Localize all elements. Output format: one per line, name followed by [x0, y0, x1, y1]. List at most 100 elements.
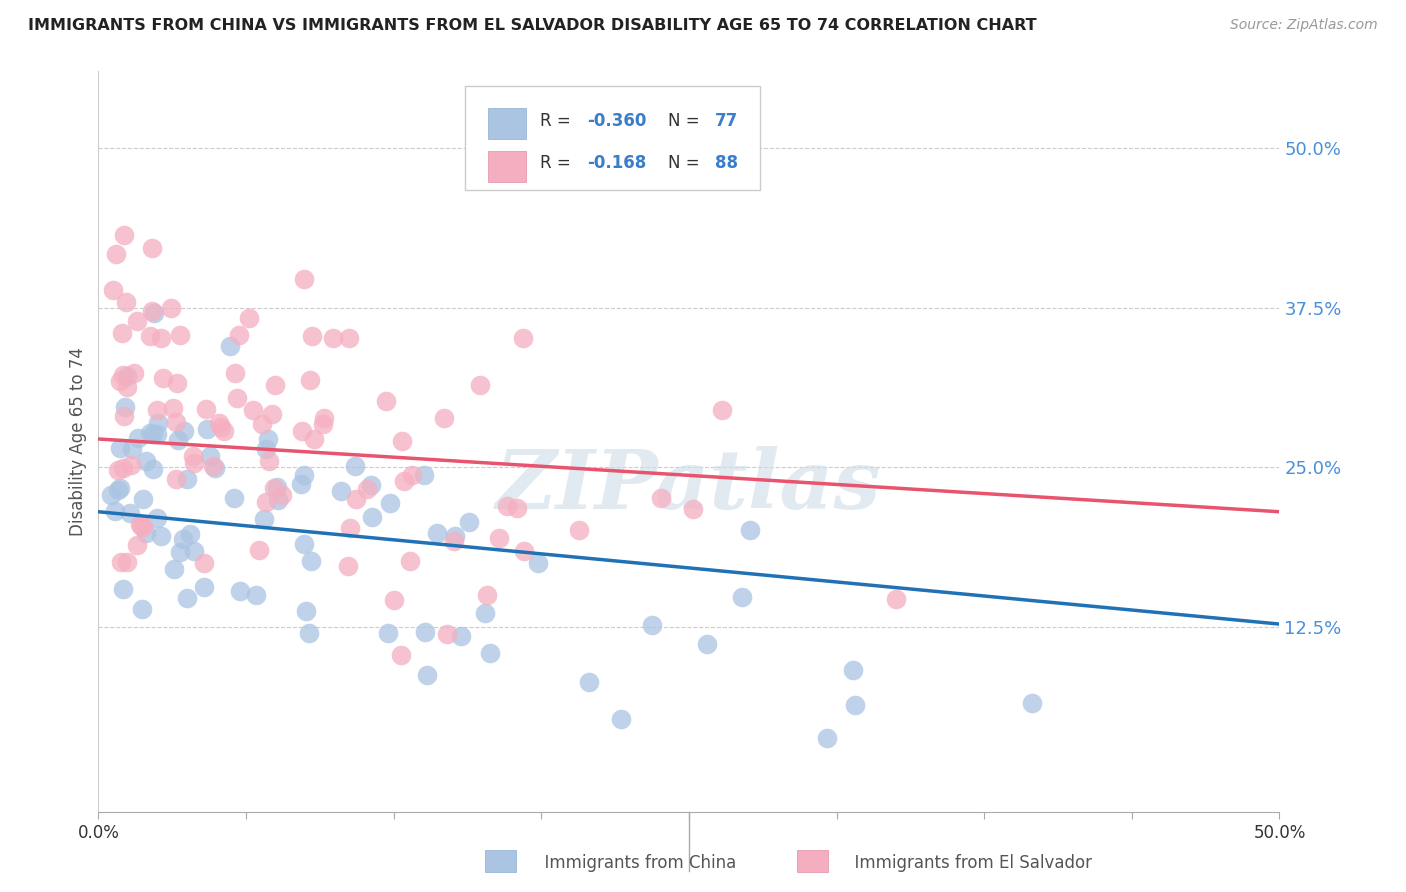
Text: ZIPatlas: ZIPatlas	[496, 446, 882, 526]
Point	[118, 506, 141, 520]
Point	[122, 366, 145, 380]
Point	[127, 431, 149, 445]
Point	[228, 584, 250, 599]
Point	[375, 393, 398, 408]
Point	[254, 442, 277, 457]
Point	[290, 476, 312, 491]
Point	[436, 627, 458, 641]
Point	[165, 472, 187, 486]
Point	[477, 588, 499, 602]
Point	[391, 434, 413, 449]
Point	[298, 372, 321, 386]
Point	[100, 488, 122, 502]
Point	[103, 284, 125, 298]
Point	[115, 369, 138, 384]
Point	[339, 520, 361, 534]
Point	[173, 424, 195, 438]
Point	[257, 432, 280, 446]
Point	[443, 533, 465, 548]
Point	[204, 461, 226, 475]
Point	[842, 663, 865, 677]
Point	[267, 493, 290, 508]
Point	[135, 453, 157, 467]
Point	[1021, 696, 1043, 710]
FancyBboxPatch shape	[464, 87, 759, 190]
Point	[468, 377, 491, 392]
Point	[152, 370, 174, 384]
Point	[201, 459, 224, 474]
Point	[111, 460, 134, 475]
Point	[245, 588, 267, 602]
Text: 88: 88	[714, 154, 738, 172]
Point	[112, 227, 135, 242]
Point	[263, 481, 285, 495]
Point	[567, 524, 589, 538]
Point	[242, 402, 264, 417]
Point	[183, 456, 205, 470]
Point	[139, 425, 162, 440]
Point	[238, 310, 260, 325]
Text: R =: R =	[540, 112, 576, 130]
Point	[377, 626, 399, 640]
Point	[145, 511, 167, 525]
Point	[225, 392, 247, 406]
Point	[150, 330, 173, 344]
Point	[361, 509, 384, 524]
Point	[222, 491, 245, 505]
Point	[844, 698, 866, 712]
Point	[135, 526, 157, 541]
Text: -0.360: -0.360	[588, 112, 647, 130]
Point	[141, 304, 163, 318]
Point	[740, 523, 762, 537]
Point	[131, 602, 153, 616]
Point	[294, 603, 316, 617]
Point	[650, 491, 672, 505]
Point	[131, 492, 153, 507]
Point	[110, 481, 132, 495]
Point	[169, 545, 191, 559]
Point	[682, 501, 704, 516]
Point	[247, 542, 270, 557]
Point	[578, 675, 600, 690]
Point	[149, 529, 172, 543]
Point	[250, 417, 273, 431]
Point	[165, 415, 187, 429]
Point	[526, 556, 548, 570]
Point	[450, 629, 472, 643]
Point	[193, 557, 215, 571]
Point	[356, 482, 378, 496]
Text: R =: R =	[540, 154, 576, 172]
Point	[292, 467, 315, 482]
Point	[330, 483, 353, 498]
Point	[107, 463, 129, 477]
Point	[312, 410, 335, 425]
Point	[262, 407, 284, 421]
Point	[433, 410, 456, 425]
Point	[298, 626, 321, 640]
Point	[479, 646, 502, 660]
Point	[711, 403, 734, 417]
Point	[609, 712, 631, 726]
FancyBboxPatch shape	[488, 151, 526, 182]
Point	[344, 491, 367, 506]
Text: Source: ZipAtlas.com: Source: ZipAtlas.com	[1230, 18, 1378, 32]
Point	[193, 580, 215, 594]
Point	[513, 544, 536, 558]
Text: N =: N =	[668, 154, 704, 172]
Point	[336, 558, 359, 573]
Point	[115, 555, 138, 569]
Point	[104, 247, 127, 261]
Point	[142, 427, 165, 442]
Point	[392, 474, 415, 488]
Point	[112, 409, 135, 424]
Point	[176, 591, 198, 605]
Text: Immigrants from China: Immigrants from China	[534, 855, 737, 872]
Point	[322, 331, 344, 345]
Point	[299, 554, 322, 568]
Point	[107, 483, 129, 497]
Point	[115, 295, 138, 310]
Point	[166, 376, 188, 390]
Point	[458, 515, 481, 529]
Point	[399, 554, 422, 568]
Point	[389, 648, 412, 662]
